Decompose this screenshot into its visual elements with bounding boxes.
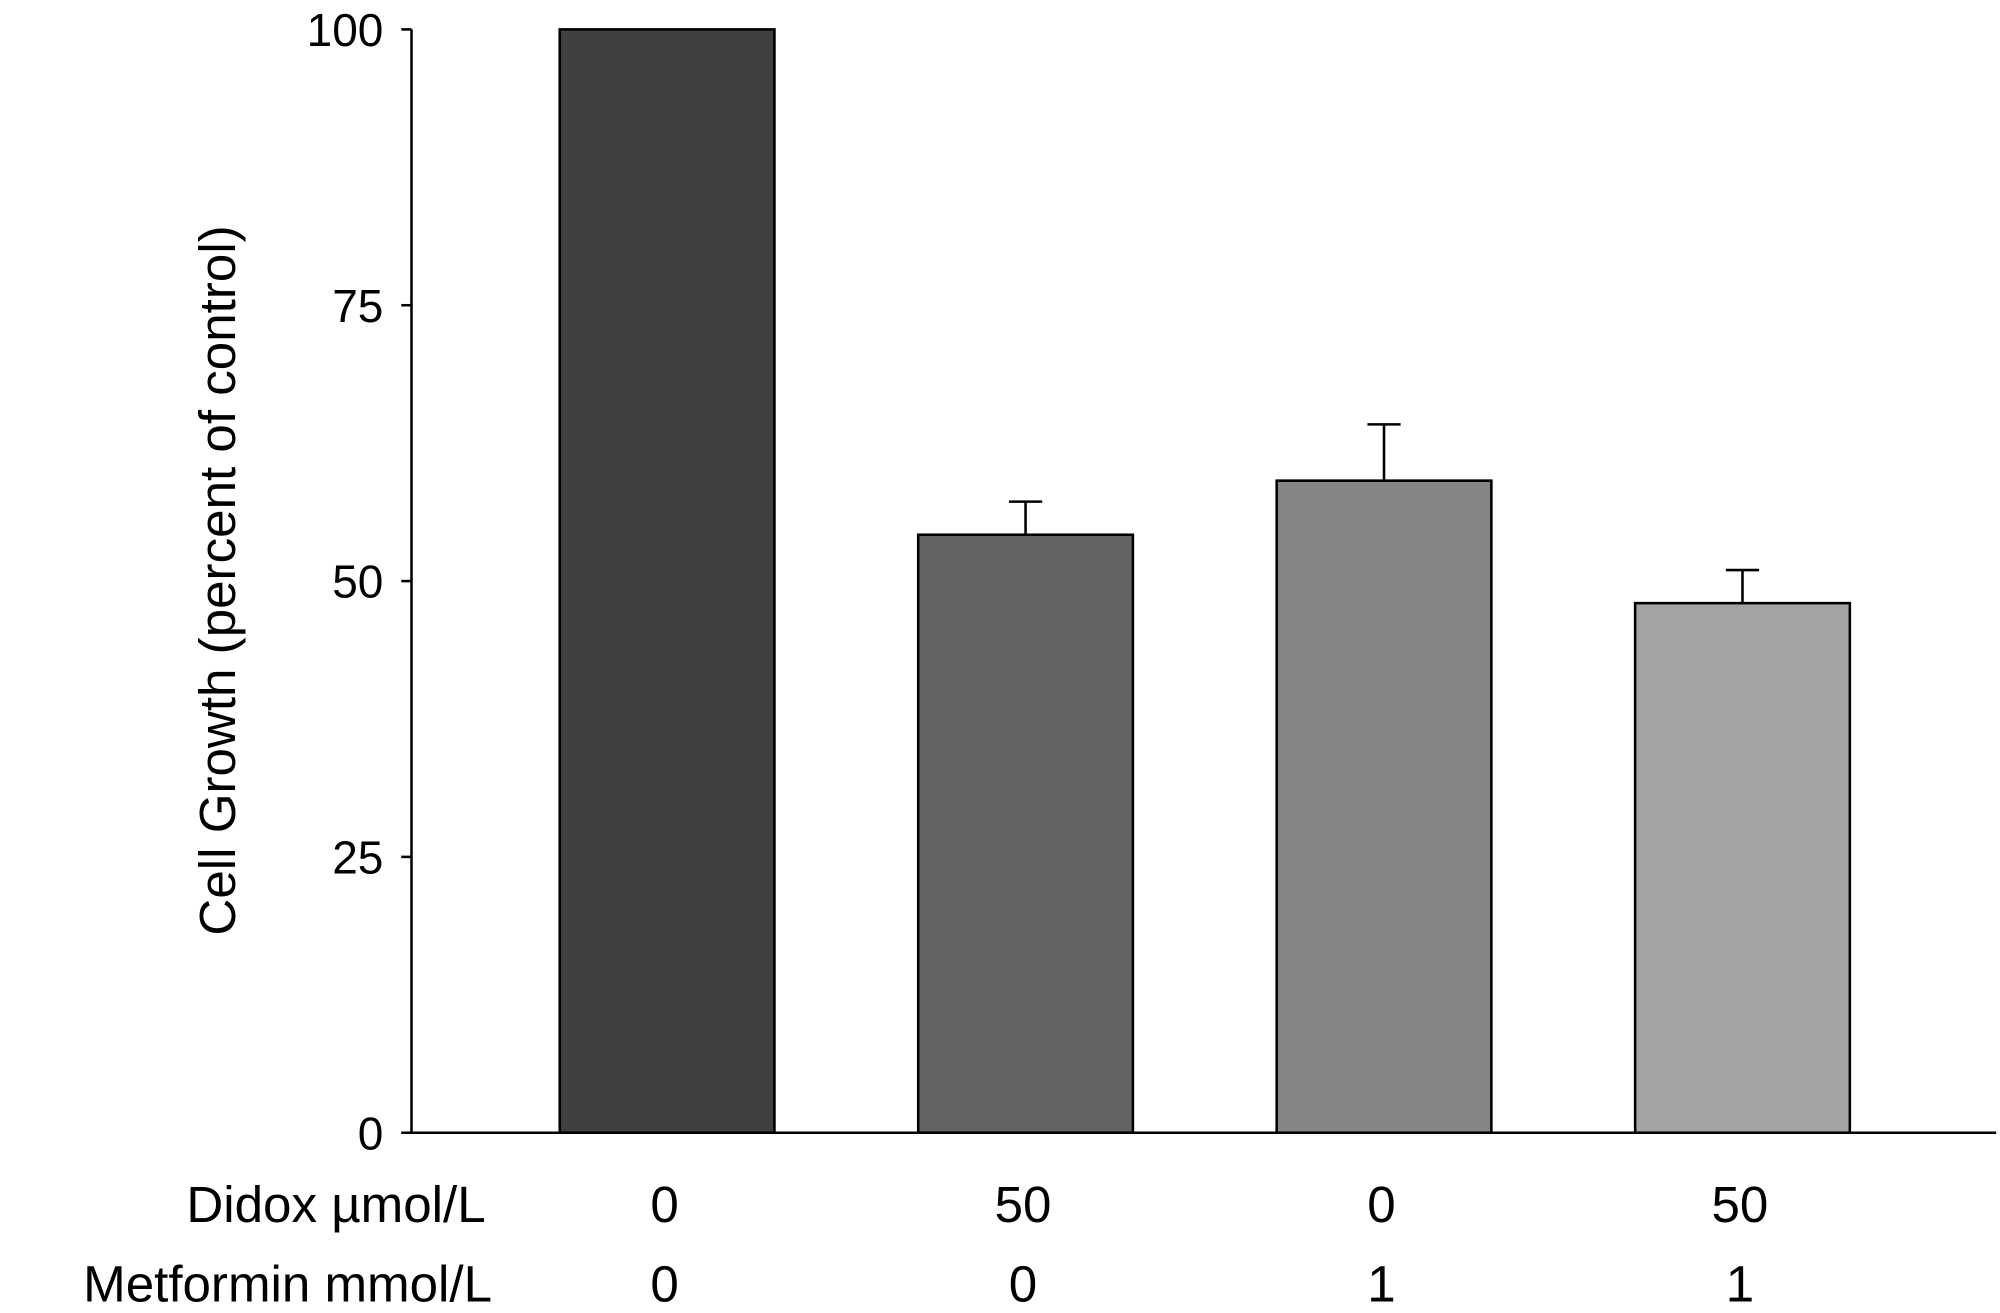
y-tick-label: 0: [358, 1107, 384, 1159]
didox-value: 0: [650, 1176, 678, 1233]
y-ticks: 0 25 50 75 100: [307, 4, 412, 1159]
metformin-value: 0: [650, 1255, 678, 1312]
metformin-value: 1: [1367, 1255, 1395, 1312]
bar: [1275, 479, 1493, 1135]
metformin-value: 0: [1009, 1255, 1037, 1312]
row-label-metformin: Metformin mmol/L: [83, 1255, 492, 1312]
y-tick-label: 100: [307, 4, 384, 56]
x-category-labels: 0 0 50 0 0 1 50 1: [650, 1176, 1768, 1312]
bar: [558, 28, 776, 1135]
didox-value: 50: [995, 1176, 1052, 1233]
row-label-didox: Didox µmol/L: [186, 1176, 485, 1233]
bar: [916, 533, 1135, 1135]
y-tick-label: 25: [332, 832, 383, 884]
bar: [1633, 601, 1852, 1135]
bars: [558, 28, 1852, 1135]
didox-value: 50: [1712, 1176, 1769, 1233]
y-axis-label: Cell Growth (percent of control): [189, 225, 246, 935]
didox-value: 0: [1367, 1176, 1395, 1233]
y-tick-label: 50: [332, 556, 383, 608]
metformin-value: 1: [1726, 1255, 1754, 1312]
y-tick-label: 75: [332, 280, 383, 332]
